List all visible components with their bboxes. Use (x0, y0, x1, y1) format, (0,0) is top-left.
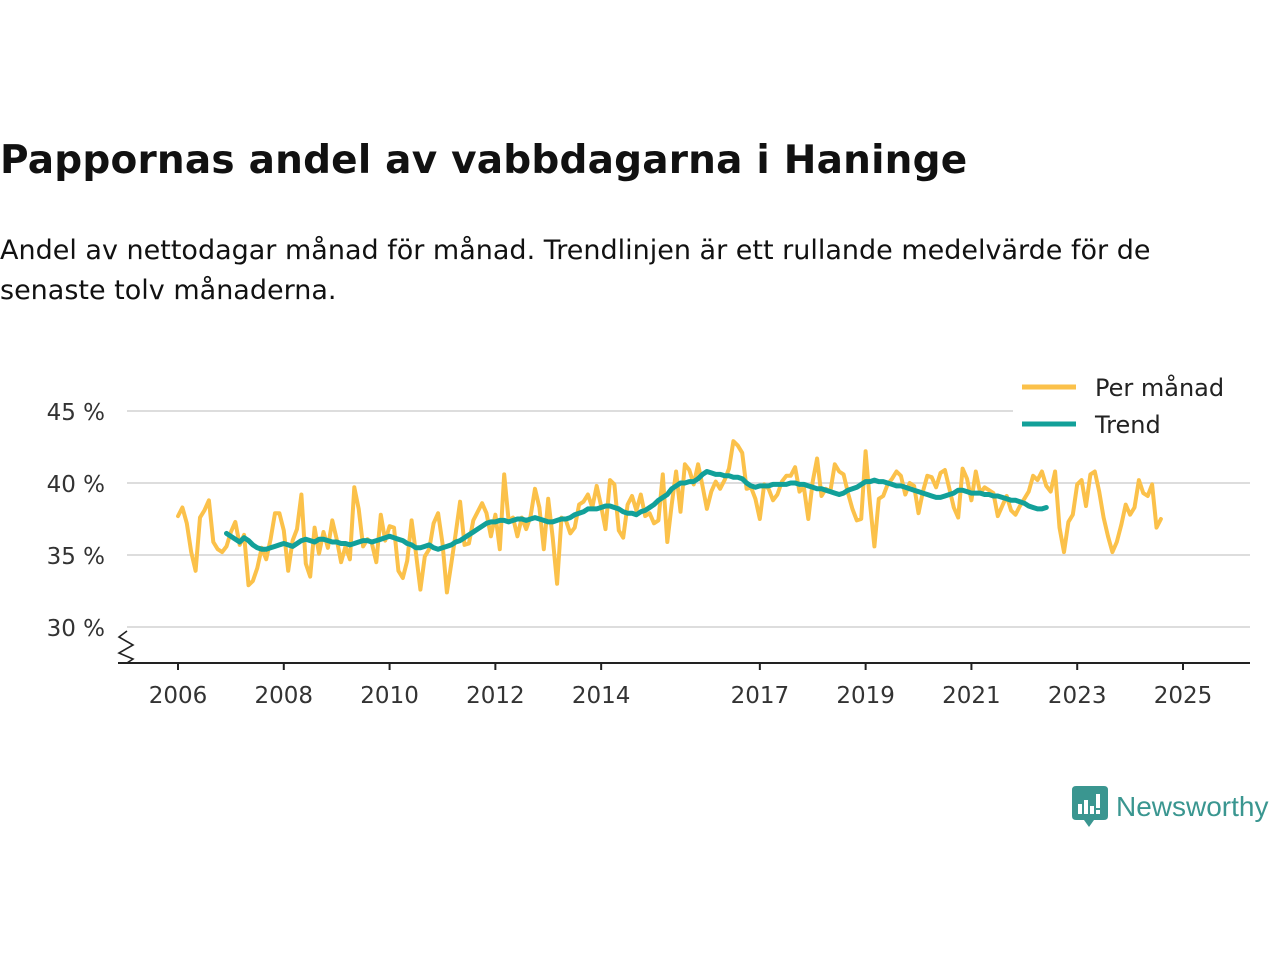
legend-label-trend: Trend (1094, 411, 1161, 439)
x-tick-label: 2025 (1154, 683, 1213, 709)
series-line-trend (224, 469, 1049, 552)
x-tick-label: 2010 (360, 683, 419, 709)
chart-subtitle: Andel av nettodagar månad för månad. Tre… (0, 235, 1151, 306)
legend-label-monthly: Per månad (1095, 373, 1224, 402)
x-tick-label: 2023 (1048, 683, 1107, 709)
series-lines (176, 439, 1163, 595)
y-tick-label: 45 % (47, 400, 105, 426)
gridlines (127, 410, 1250, 628)
x-tick-label: 2006 (149, 683, 208, 709)
y-axis-break-mark (117, 630, 135, 664)
y-tick-label: 35 % (47, 544, 105, 570)
legend: Per månad Trend (1013, 372, 1253, 442)
x-tick-label: 2019 (836, 683, 895, 709)
x-tick-label: 2017 (731, 683, 790, 709)
newsworthy-logo-icon (1072, 786, 1108, 827)
y-tick-label: 30 % (47, 616, 105, 642)
brand-name: Newsworthy (1116, 791, 1269, 822)
x-tick-label: 2021 (942, 683, 1001, 709)
series-line-monthly (176, 439, 1163, 595)
legend-background (1013, 372, 1253, 442)
x-tick-label: 2014 (572, 683, 631, 709)
x-tick-label: 2012 (466, 683, 525, 709)
chart-title: Pappornas andel av vabbdagarna i Haninge (0, 138, 968, 183)
y-tick-label: 40 % (47, 472, 105, 498)
y-axis-ticks: 30 % 35 % 40 % 45 % (47, 400, 105, 642)
brand-logo: Newsworthy (1072, 786, 1268, 828)
x-axis (117, 630, 1250, 664)
line-chart: 30 % 35 % 40 % 45 % 2006 2008 2010 2012 2014 201… (47, 372, 1253, 709)
x-tick-label: 2008 (255, 683, 314, 709)
x-axis-ticks: 2006 2008 2010 2012 2014 2017 2019 2021 2023 2025 (149, 663, 1213, 709)
